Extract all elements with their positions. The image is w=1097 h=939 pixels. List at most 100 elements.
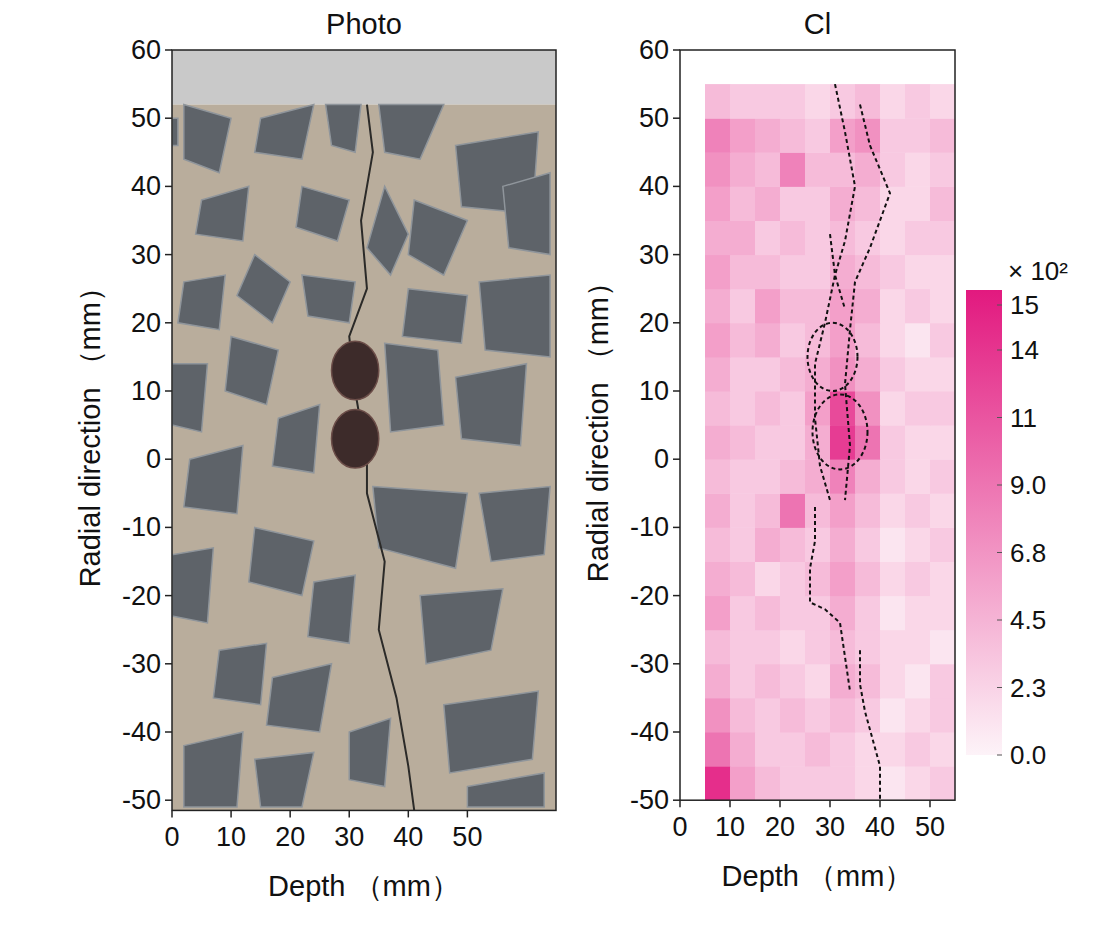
heat-cell — [830, 493, 856, 528]
heat-cell — [880, 289, 906, 324]
heat-cell — [880, 425, 906, 460]
heat-cell — [880, 391, 906, 426]
aggregate — [213, 643, 266, 704]
rebar — [332, 409, 379, 468]
x-tick-label: 50 — [452, 822, 482, 852]
heat-cell — [855, 596, 881, 631]
y-tick — [673, 527, 680, 529]
x-tick-label: 0 — [164, 822, 179, 852]
y-tick — [673, 799, 680, 801]
heat-cell — [705, 357, 731, 392]
aggregate — [503, 173, 550, 255]
colorbar — [966, 290, 1002, 755]
heat-cell — [755, 630, 781, 665]
heat-cell — [755, 493, 781, 528]
heat-cell — [755, 289, 781, 324]
heat-cell — [905, 255, 931, 290]
y-tick — [165, 663, 172, 665]
x-tick-label: 0 — [672, 812, 687, 842]
photo-mortar — [172, 105, 556, 811]
heat-cell — [705, 562, 731, 597]
heat-cell — [730, 630, 756, 665]
heat-cell — [730, 221, 756, 256]
heat-cell — [880, 186, 906, 221]
x-tick-label: 20 — [765, 812, 795, 842]
heat-cell — [830, 323, 856, 358]
x-tick — [348, 810, 350, 817]
heat-cell — [880, 596, 906, 631]
aggregate — [308, 575, 355, 643]
y-tick-label: 40 — [131, 171, 161, 201]
heat-cell — [905, 323, 931, 358]
heat-cell — [730, 289, 756, 324]
y-tick-label: -50 — [122, 785, 161, 815]
heat-cell — [755, 152, 781, 187]
heat-cell — [730, 562, 756, 597]
aggregate — [326, 105, 361, 153]
plot-area — [172, 50, 556, 810]
heat-cell — [880, 323, 906, 358]
colorbar-tick-label: 2.3 — [1010, 673, 1046, 703]
heat-cell — [705, 493, 731, 528]
heat-cell — [705, 459, 731, 494]
x-tick-label: 10 — [715, 812, 745, 842]
aggregate — [172, 548, 213, 623]
heat-cell — [705, 732, 731, 767]
x-tick — [929, 800, 931, 807]
aggregate — [255, 752, 314, 807]
heat-cell — [830, 357, 856, 392]
heat-cell — [855, 493, 881, 528]
x-axis-title: Depth （mm） — [268, 870, 460, 902]
heat-cell — [780, 357, 806, 392]
heat-cell — [805, 493, 831, 528]
heat-cell — [730, 732, 756, 767]
crack-line — [860, 650, 880, 800]
heat-cell — [880, 493, 906, 528]
x-axis-title: Depth （mm） — [722, 860, 914, 892]
heat-cell — [755, 698, 781, 733]
colorbar-tick — [997, 485, 1002, 486]
y-tick-label: 20 — [131, 308, 161, 338]
y-tick-label: -40 — [122, 717, 161, 747]
y-tick — [673, 49, 680, 51]
heat-cell — [730, 391, 756, 426]
y-tick — [673, 731, 680, 733]
heat-cell — [830, 459, 856, 494]
y-tick — [165, 527, 172, 529]
heat-cell — [780, 425, 806, 460]
aggregate — [302, 275, 355, 323]
panel-title: Cl — [804, 8, 831, 40]
colorbar-tick — [997, 755, 1002, 756]
heat-cell — [930, 152, 955, 187]
aggregate — [249, 527, 314, 595]
heat-cell — [755, 118, 781, 153]
x-tick-label: 40 — [865, 812, 895, 842]
heat-cell — [905, 766, 931, 800]
panel-title: Photo — [326, 8, 402, 40]
heat-cell — [855, 766, 881, 800]
heat-cell — [930, 459, 955, 494]
heat-cell — [855, 323, 881, 358]
y-tick — [165, 799, 172, 801]
heat-cell — [880, 255, 906, 290]
heat-cell — [855, 562, 881, 597]
aggregate — [267, 664, 332, 732]
x-tick — [467, 810, 469, 817]
heat-cell — [805, 596, 831, 631]
heat-cell — [830, 698, 856, 733]
x-tick-label: 40 — [393, 822, 423, 852]
y-axis-title: Radial direction （mm） — [74, 273, 106, 587]
x-tick — [729, 800, 731, 807]
heat-cell — [730, 596, 756, 631]
heat-cell — [880, 118, 906, 153]
colorbar-tick-label: 4.5 — [1010, 605, 1046, 635]
heat-cell — [730, 323, 756, 358]
heat-cell — [705, 152, 731, 187]
heat-cell — [830, 527, 856, 562]
y-tick — [165, 49, 172, 51]
heat-cell — [705, 630, 731, 665]
y-tick — [165, 254, 172, 256]
heat-cell — [805, 664, 831, 699]
y-tick-label: -30 — [122, 649, 161, 679]
heat-cell — [930, 357, 955, 392]
